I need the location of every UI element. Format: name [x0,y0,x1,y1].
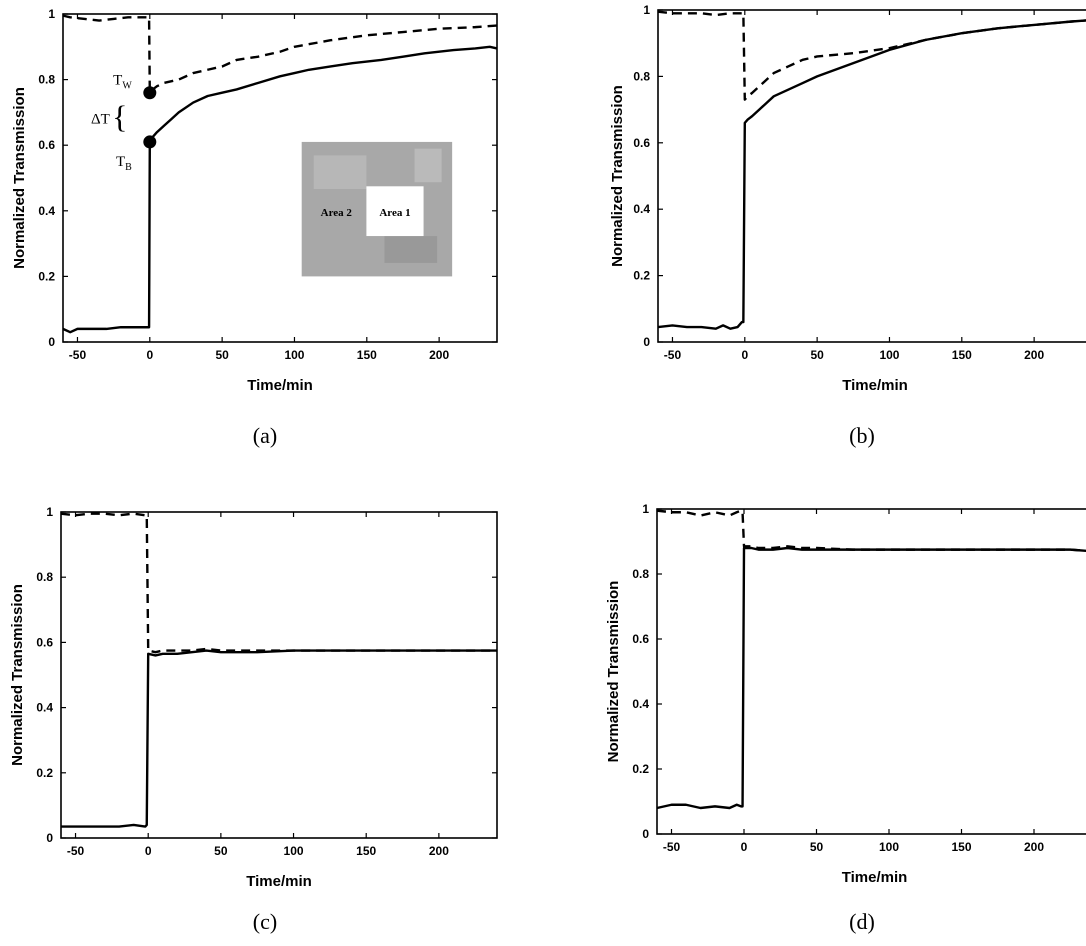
inset-texture [414,148,442,183]
series-line-solid [62,45,498,334]
panel-caption: (a) [253,423,277,448]
y-tick-label: 0 [46,831,53,845]
y-tick-label: 1 [642,502,649,516]
series-line-dashed [657,10,1086,101]
chart-panel-a: -50 0 50 100 150 200 0 0.2 0.4 0.6 0.8 1 Time/min Nor… [11,7,498,448]
y-tick-label: 0.4 [632,697,649,711]
inset-image: Area 2 Area 1 [301,141,453,277]
x-tick-label: -50 [69,348,87,362]
series-line-solid [657,19,1086,330]
x-tick-label: 150 [356,844,376,858]
inset-texture [313,155,367,189]
y-tick-label: 0.8 [633,69,650,83]
x-tick-label: 50 [214,844,228,858]
chart-panel-b: -50 0 50 100 150 200 0 0.2 0.4 0.6 0.8 1 Time/min Nor… [609,3,1086,448]
y-tick-label: 0.6 [38,138,55,152]
x-tick-label: 50 [810,840,824,854]
chart-panel-c: -50 0 50 100 150 200 0 0.2 0.4 0.6 0.8 1 Time/min Nor… [9,505,498,934]
tb-label-sub: B [125,162,132,173]
series-line-dashed [60,512,497,654]
x-tick-label: 150 [952,348,972,362]
x-tick-label: 0 [146,348,153,362]
x-tick-label: 150 [951,840,971,854]
y-tick-label: 0.2 [632,762,649,776]
x-tick-label: 200 [1024,840,1044,854]
panel-caption: (d) [849,909,875,934]
x-tick-label: 50 [810,348,824,362]
tw-label-sub: W [122,81,132,92]
x-tick-label: 200 [429,348,449,362]
y-tick-label: 1 [48,7,55,21]
tb-label-main: T [116,154,125,170]
x-axis-title: Time/min [247,377,313,394]
y-tick-label: 0 [48,335,55,349]
y-tick-label: 0 [642,827,649,841]
inset-area-1-label: Area 1 [379,207,410,219]
x-tick-label: -50 [664,348,682,362]
x-tick-label: 100 [284,348,304,362]
y-tick-label: 0.2 [633,269,650,283]
plot-frame [62,13,498,343]
series-line-dashed [62,14,498,94]
panel-caption: (b) [849,423,875,448]
y-tick-label: 0.2 [36,766,53,780]
y-tick-label: 0.8 [38,73,55,87]
y-tick-label: 0.4 [38,204,55,218]
series-line-solid [656,546,1086,810]
tw-label-main: T [113,73,122,89]
x-tick-label: -50 [67,844,85,858]
inset-area-1-region [366,186,424,237]
tw-label: TW [113,73,132,92]
x-tick-label: 100 [879,348,899,362]
y-tick-label: 0.8 [632,567,649,581]
y-tick-label: 0.4 [36,701,53,715]
tw-marker [143,86,157,100]
x-tick-label: 50 [215,348,229,362]
plot-frame [657,9,1086,343]
x-tick-label: 0 [145,844,152,858]
x-tick-label: 200 [1024,348,1044,362]
x-tick-label: 0 [741,348,748,362]
x-tick-label: 200 [429,844,449,858]
delta-brace: { [112,98,127,134]
x-tick-label: 0 [741,840,748,854]
y-axis-title: Normalized Transmission [9,584,26,766]
x-tick-label: 150 [357,348,377,362]
y-tick-label: 1 [46,505,53,519]
y-tick-label: 0.6 [36,635,53,649]
inset-area-2-label: Area 2 [321,207,353,219]
x-axis-title: Time/min [842,377,908,394]
y-tick-label: 0.8 [36,570,53,584]
y-tick-label: 0.2 [38,269,55,283]
y-tick-label: 0.4 [633,202,650,216]
series-line-dashed [656,509,1086,553]
x-axis-title: Time/min [246,873,312,890]
panel-caption: (c) [253,909,277,934]
inset-texture [384,236,438,263]
y-axis-title: Normalized Transmission [609,85,626,267]
y-tick-label: 0.6 [632,632,649,646]
tb-marker [143,135,157,149]
plot-frame [656,508,1086,835]
y-tick-label: 1 [643,3,650,17]
chart-panel-d: -50 0 50 100 150 200 0 0.2 0.4 0.6 0.8 1 Time/min Nor… [605,502,1086,934]
x-tick-label: 100 [879,840,899,854]
y-tick-label: 0.6 [633,136,650,150]
tb-label: TB [116,154,132,173]
y-tick-label: 0 [643,335,650,349]
x-axis-title: Time/min [842,869,908,886]
plot-frame [60,511,498,839]
y-axis-title: Normalized Transmission [605,581,622,763]
delta-t-label: ΔT [91,111,110,127]
x-tick-label: -50 [663,840,681,854]
x-tick-label: 100 [284,844,304,858]
y-axis-title: Normalized Transmission [11,87,28,269]
series-line-solid [61,649,497,828]
